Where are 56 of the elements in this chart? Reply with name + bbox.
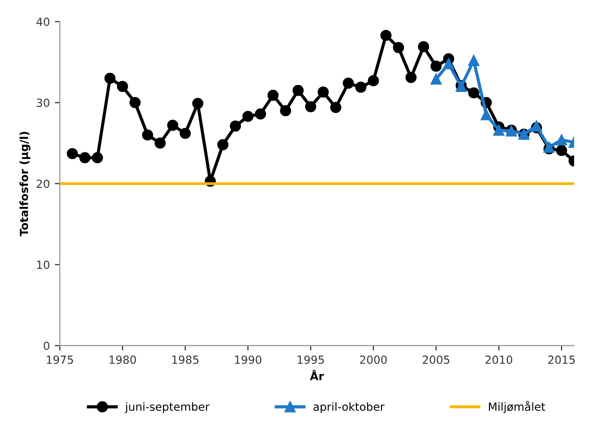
point	[418, 41, 430, 52]
x-tick-label: 2005	[422, 356, 450, 364]
point	[430, 74, 442, 85]
x-axis-title: År	[310, 370, 324, 380]
point	[242, 110, 254, 122]
point	[192, 98, 204, 109]
point	[116, 80, 128, 92]
point	[392, 42, 404, 54]
y-tick-label: 40	[36, 18, 50, 26]
point	[280, 105, 292, 116]
point	[430, 60, 442, 72]
point	[217, 139, 228, 150]
point	[556, 144, 568, 156]
point	[468, 87, 480, 98]
point	[142, 129, 154, 141]
point	[355, 82, 366, 93]
point	[130, 97, 141, 108]
y-tick-label: 20	[36, 180, 50, 188]
point	[230, 120, 241, 132]
point	[380, 30, 392, 41]
point	[368, 75, 379, 86]
point	[405, 72, 417, 84]
point	[305, 101, 316, 112]
x-tick-label: 1995	[298, 356, 324, 364]
y-tick-label: 0	[44, 342, 50, 350]
y-tick-label: 10	[37, 260, 50, 269]
point	[342, 78, 354, 89]
legend-label: Miljømålet	[488, 400, 546, 414]
x-tick-label: 1980	[110, 356, 136, 364]
x-tick-label: 1975	[46, 356, 73, 364]
point	[167, 120, 178, 131]
legend-label: april-oktober	[314, 402, 385, 414]
x-tick-label: 2000	[360, 356, 387, 364]
x-tick-label: 1990	[235, 356, 262, 364]
point	[267, 90, 279, 101]
legend-label: juni-september	[124, 402, 210, 414]
x-tick-label: 1985	[172, 356, 198, 364]
point	[468, 54, 480, 66]
point	[556, 134, 568, 146]
y-tick-label: 30	[36, 98, 50, 107]
point	[154, 138, 166, 149]
point	[254, 108, 266, 120]
point	[180, 128, 191, 139]
point	[92, 152, 103, 164]
point	[318, 86, 329, 98]
point	[330, 102, 342, 114]
point	[443, 58, 454, 70]
x-tick-label: 2015	[548, 356, 575, 364]
point	[79, 152, 90, 164]
y-axis-title: Totalfosfor (µg/l)	[20, 132, 30, 236]
point	[66, 148, 78, 160]
point	[292, 84, 304, 96]
point	[480, 109, 492, 120]
point	[493, 124, 504, 136]
point	[104, 72, 116, 84]
x-tick-label: 2010	[485, 356, 512, 364]
